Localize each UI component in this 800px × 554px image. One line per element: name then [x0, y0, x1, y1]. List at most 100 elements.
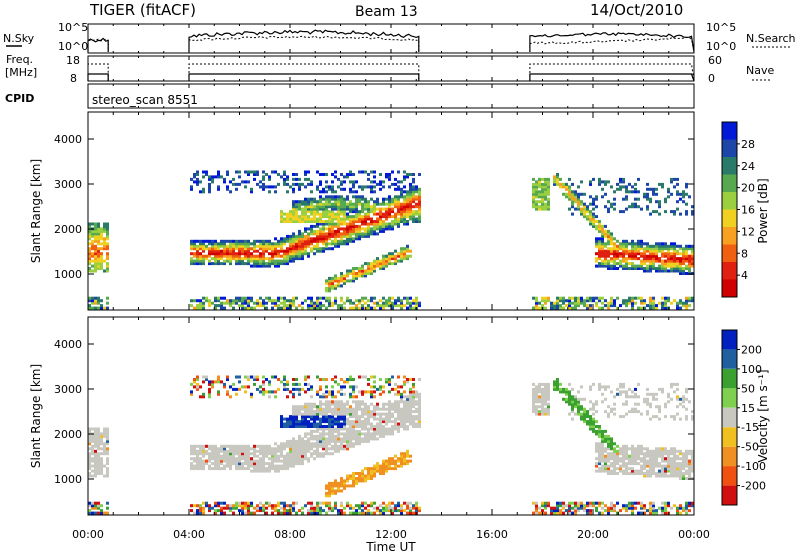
power-cell — [544, 205, 547, 209]
power-cell — [379, 215, 382, 219]
velocity-cell — [415, 395, 418, 399]
velocity-cell — [328, 452, 331, 456]
velocity-cell — [367, 410, 370, 414]
velocity-cell — [358, 474, 361, 478]
power-cell — [190, 185, 193, 189]
velocity-cell — [253, 459, 256, 463]
power-cell — [298, 182, 301, 186]
power-cell — [562, 296, 565, 300]
velocity-cell — [370, 469, 373, 473]
velocity-cell — [298, 420, 301, 424]
velocity-cell — [235, 387, 238, 391]
power-cell — [331, 195, 334, 199]
power-cell — [229, 180, 232, 184]
power-cell — [322, 229, 325, 233]
velocity-cell — [256, 506, 259, 510]
power-cell — [685, 301, 688, 305]
power-cell — [280, 259, 283, 263]
velocity-cell — [361, 412, 364, 416]
power-cell — [295, 173, 298, 176]
power-cell — [268, 247, 271, 251]
velocity-cell — [340, 400, 343, 404]
power-cell — [331, 229, 334, 233]
power-cell — [247, 306, 250, 310]
velocity-cell — [376, 464, 379, 468]
power-cell — [385, 175, 388, 179]
power-cell — [553, 304, 556, 308]
velocity-cell — [244, 447, 247, 451]
radar-title: TIGER (fitACF) — [89, 1, 196, 19]
velocity-cell — [601, 392, 604, 396]
power-cell — [268, 262, 271, 266]
velocity-cell — [583, 417, 586, 421]
velocity-cell — [340, 410, 343, 414]
power-cell — [367, 185, 370, 189]
velocity-cell — [331, 444, 334, 448]
velocity-cell — [280, 501, 283, 505]
power-cell — [391, 306, 394, 310]
velocity-cell — [601, 467, 604, 471]
velocity-cell — [622, 506, 625, 510]
power-cell — [361, 217, 364, 221]
power-cell — [406, 254, 409, 258]
power-cell — [217, 185, 220, 189]
power-cell — [352, 195, 355, 199]
power-cell — [334, 197, 337, 201]
power-cell — [301, 242, 304, 246]
power-cell — [676, 257, 679, 261]
power-cell — [301, 220, 304, 223]
power-cell — [283, 237, 286, 241]
power-cell — [88, 269, 91, 273]
velocity-cell — [592, 420, 595, 424]
power-cell — [268, 252, 271, 256]
power-cell — [568, 299, 571, 303]
velocity-cell — [544, 395, 547, 399]
power-cell — [631, 242, 634, 246]
velocity-cell — [388, 405, 391, 409]
power-cell — [265, 244, 268, 248]
power-cell — [391, 202, 394, 206]
power-cell — [553, 175, 556, 179]
power-cell — [409, 202, 412, 206]
power-cell — [619, 304, 622, 308]
velocity-cell — [244, 452, 247, 456]
velocity-cell — [232, 444, 235, 448]
velocity-cell — [301, 415, 304, 419]
power-cell — [670, 259, 673, 263]
power-cell — [565, 182, 568, 186]
power-cell — [607, 237, 610, 241]
velocity-cell — [91, 464, 94, 468]
velocity-cell — [334, 437, 337, 441]
velocity-cell — [265, 378, 268, 381]
velocity-cell — [565, 387, 568, 391]
velocity-cell — [634, 506, 637, 510]
power-cell — [238, 182, 241, 186]
power-cell — [271, 257, 274, 261]
power-cell — [97, 299, 100, 303]
velocity-cell — [286, 444, 289, 448]
velocity-cell — [358, 432, 361, 436]
power-cell — [628, 299, 631, 303]
power-cell — [361, 267, 364, 270]
power-cell — [634, 267, 637, 270]
velocity-cell — [364, 479, 367, 483]
power-cell — [340, 237, 343, 241]
velocity-cell — [532, 407, 535, 411]
power-cell — [301, 252, 304, 256]
velocity-cell — [385, 469, 388, 473]
velocity-cell — [343, 380, 346, 384]
power-cell — [400, 207, 403, 211]
power-cell — [688, 259, 691, 263]
power-cell — [409, 205, 412, 209]
power-cell — [544, 301, 547, 305]
power-cell — [292, 234, 295, 238]
power-cell — [316, 200, 319, 204]
power-cell — [547, 192, 550, 196]
power-cell — [196, 182, 199, 186]
power-cell — [532, 182, 535, 186]
velocity-cell — [391, 375, 394, 379]
velocity-cell — [244, 501, 247, 505]
power-cell — [607, 304, 610, 308]
power-cell — [337, 177, 340, 181]
power-cell — [556, 173, 559, 176]
